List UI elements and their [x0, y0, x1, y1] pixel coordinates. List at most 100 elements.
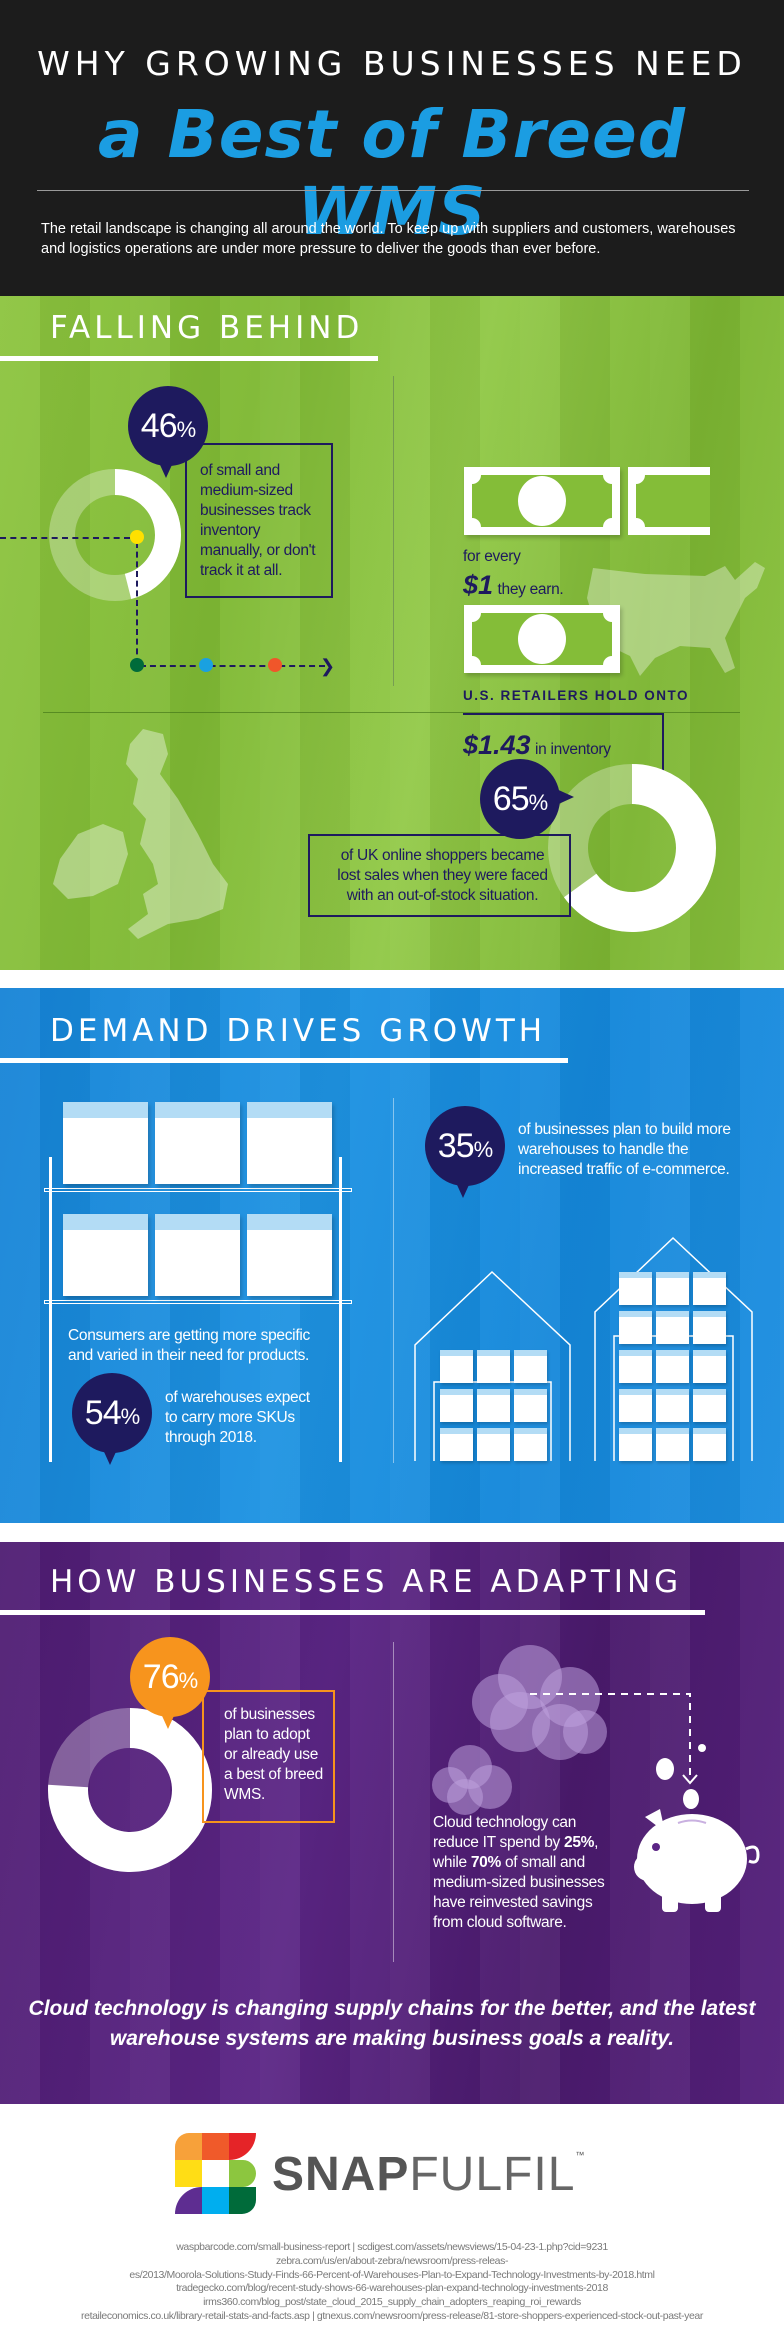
donut-arc: [548, 764, 716, 932]
crate-icon: [477, 1389, 510, 1422]
crate-icon: [440, 1350, 473, 1383]
title-line-2: a Best of Breed WMS: [97, 96, 687, 250]
heading-underline: [0, 1610, 705, 1615]
stat-number: 54: [84, 1394, 122, 1432]
donut-arc: [49, 469, 181, 601]
source-line: irms360.com/blog_post/state_cloud_2015_s…: [203, 2296, 581, 2309]
partial-dollar-bill-icon: [628, 467, 710, 535]
stat-65-bubble: 65%: [480, 759, 574, 839]
stat-54-bubble: 54%: [72, 1373, 152, 1465]
crate-icon: [619, 1350, 652, 1383]
crate-icon: [656, 1350, 689, 1383]
stat-number: 65: [492, 780, 530, 818]
crate-icon: [656, 1389, 689, 1422]
dashed-line: [140, 665, 325, 667]
snapfulfil-logo-text: SNAPFULFIL™: [272, 2145, 585, 2205]
column-divider: [393, 376, 394, 686]
crate-icon: [656, 1311, 689, 1344]
section-heading: HOW BUSINESSES ARE ADAPTING: [50, 1564, 683, 1600]
amount-value: $1.43: [463, 730, 531, 760]
crate-icon: [477, 1350, 510, 1383]
closing-statement: Cloud technology is changing supply chai…: [28, 1997, 756, 2050]
for-every-text: for every: [463, 548, 521, 565]
source-line: zebra.com/us/en/about-zebra/newsroom/pre…: [275, 2254, 509, 2267]
stat-35-text: of businesses plan to build more warehou…: [518, 1121, 731, 1178]
dashed-line: [0, 537, 130, 539]
consumers-text: Consumers are getting more specific and …: [68, 1327, 310, 1364]
stat-76-box: [202, 1690, 335, 1823]
source-line: waspbarcode.com/small-business-report | …: [176, 2241, 608, 2253]
percent-sign: %: [176, 417, 197, 442]
crate-icon: [477, 1428, 510, 1461]
crate-icon: [693, 1428, 726, 1461]
stat-76-bubble: 76%: [130, 1637, 210, 1729]
cloud-text-part: of small and medium-sized businesses hav…: [433, 1854, 605, 1931]
snapfulfil-logo-mark: [175, 2133, 256, 2214]
amount-suffix: in inventory: [535, 741, 611, 758]
it-spend-reduction: 25%: [564, 1834, 595, 1851]
cloud-to-piggy-bank-illustration: [432, 1645, 760, 1912]
green-dot: [130, 658, 144, 672]
section-divider: [43, 712, 740, 713]
donut-chart-76: [48, 1708, 212, 1872]
stat-46-box: [185, 443, 333, 598]
heading-underline: [0, 1058, 568, 1063]
title-line-1: WHY GROWING BUSINESSES NEED: [37, 44, 747, 83]
crate-icon: [693, 1311, 726, 1344]
stat-54-text: of warehouses expect to carry more SKUs …: [165, 1389, 310, 1446]
crate-icon: [514, 1350, 547, 1383]
dollar-bill-icon: [464, 467, 620, 535]
percent-sign: %: [178, 1668, 199, 1693]
percent-sign: %: [120, 1404, 141, 1429]
heading-underline: [0, 356, 378, 361]
dashed-line: [136, 542, 138, 664]
crate-icon: [619, 1428, 652, 1461]
arrow-right-icon: ❯: [320, 656, 336, 676]
stat-46-bubble: 46%: [128, 386, 208, 478]
divider: [37, 190, 749, 191]
donut-arc: [48, 1708, 212, 1872]
uk-map-icon: [53, 729, 228, 939]
sources-list: waspbarcode.com/small-business-report | …: [0, 2241, 784, 2324]
reinvest-percent: 70%: [470, 1854, 501, 1871]
section-heading: DEMAND DRIVES GROWTH: [50, 1013, 547, 1049]
stat-65-text: of UK online shoppers became lost sales …: [337, 847, 548, 904]
inventory-amount: $1.43 in inventory: [463, 730, 611, 761]
crate-icon: [693, 1350, 726, 1383]
piggy-bank-icon: [634, 1809, 760, 1912]
cloud-text-part: , while: [433, 1834, 599, 1871]
stat-number: 35: [437, 1127, 475, 1165]
cloud-icon: [472, 1645, 607, 1760]
logo-light: FULFIL: [409, 2148, 576, 2201]
crate-icon: [514, 1389, 547, 1422]
yellow-dot: [130, 530, 144, 544]
adapting-section: HOW BUSINESSES ARE ADAPTING of businesse…: [0, 1542, 784, 2104]
source-line: es/2013/Moorola-Solutions-Study-Finds-66…: [129, 2268, 655, 2281]
donut-chart-65: [548, 764, 716, 932]
stat-76-text: of businesses plan to adopt or already u…: [224, 1706, 323, 1803]
crate-icon: [619, 1389, 652, 1422]
header: WHY GROWING BUSINESSES NEED a Best of Br…: [0, 0, 784, 296]
intro-text: The retail landscape is changing all aro…: [41, 221, 736, 257]
source-line: tradegecko.com/blog/recent-study-shows-6…: [176, 2282, 608, 2295]
source-line: retaileconomics.co.uk/library-retail-sta…: [81, 2309, 703, 2322]
cloud-text-part: Cloud technology can reduce IT spend by: [433, 1814, 577, 1851]
usa-map-icon: [587, 562, 765, 676]
logo-bold: SNAP: [272, 2148, 410, 2201]
percent-sign: %: [528, 790, 549, 815]
crate-icon: [619, 1272, 652, 1305]
cloud-savings-text: Cloud technology can reduce IT spend by …: [433, 1813, 618, 1933]
percent-sign: %: [473, 1137, 494, 1162]
column-divider: [393, 1098, 394, 1463]
coin-icon: [683, 1789, 699, 1809]
dollar-bill-icon: [464, 605, 620, 673]
crate-icon: [619, 1311, 652, 1344]
earn-amount: $1 they earn.: [463, 570, 564, 601]
coin-icon: [656, 1758, 674, 1780]
crate-icon: [656, 1428, 689, 1461]
column-divider: [393, 1642, 394, 1962]
trademark: ™: [575, 2150, 586, 2160]
demand-section: DEMAND DRIVES GROWTH Consumers are getti…: [0, 988, 784, 1523]
stat-number: 46: [140, 407, 178, 445]
crate-icon: [693, 1272, 726, 1305]
